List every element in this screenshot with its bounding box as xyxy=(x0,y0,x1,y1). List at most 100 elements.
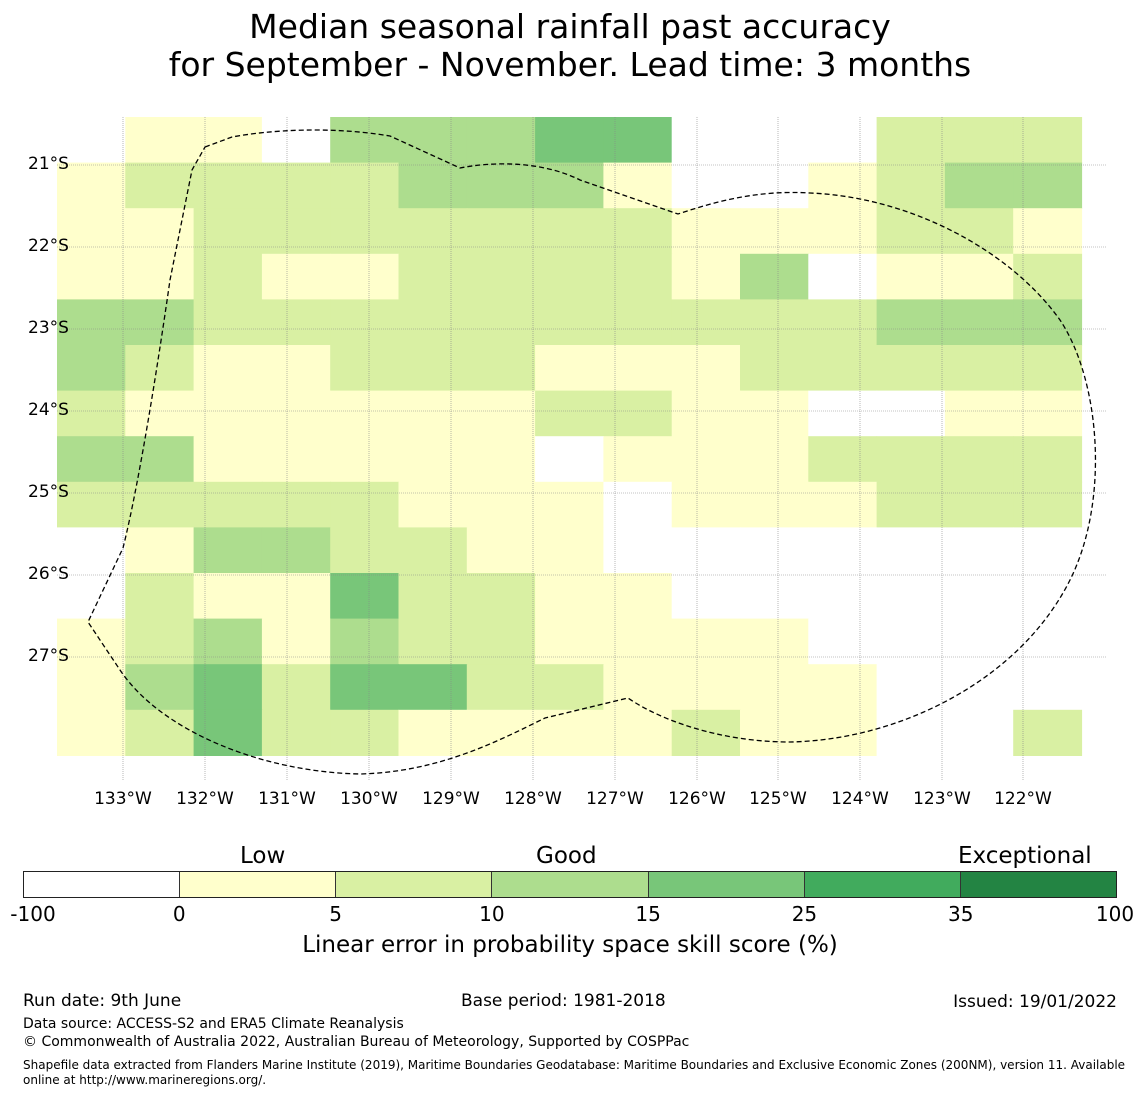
latitude-label: 24°S xyxy=(28,400,69,420)
skill-cell xyxy=(261,390,331,437)
skill-cell xyxy=(740,481,809,528)
skill-cell xyxy=(808,527,878,574)
skill-cell xyxy=(876,527,946,574)
skill-cell xyxy=(740,664,809,711)
skill-cell xyxy=(876,618,946,665)
skill-cell xyxy=(398,253,468,300)
skill-cell xyxy=(261,573,331,620)
skill-cell xyxy=(261,345,331,392)
skill-cell xyxy=(876,481,946,528)
colorbar-tick: 100 xyxy=(1095,902,1135,926)
skill-cell xyxy=(398,208,468,255)
skill-cell xyxy=(193,436,263,483)
skill-cell xyxy=(261,162,331,209)
skill-cell xyxy=(57,664,126,711)
skill-cell xyxy=(1013,253,1083,300)
skill-cell xyxy=(808,390,878,437)
skill-cell xyxy=(740,162,809,209)
skill-cell xyxy=(57,253,126,300)
skill-cell xyxy=(1013,664,1083,711)
skill-cell xyxy=(671,390,741,437)
skill-cell xyxy=(57,390,126,437)
skill-cell xyxy=(603,390,673,437)
skill-cell xyxy=(330,253,400,300)
skill-cell xyxy=(398,162,468,209)
colorbar-tick: 25 xyxy=(791,902,818,926)
latitude-label: 21°S xyxy=(28,154,69,174)
skill-cell xyxy=(193,299,263,346)
skill-cell xyxy=(193,162,263,209)
skill-cell xyxy=(466,527,536,574)
skill-cell xyxy=(535,664,604,711)
skill-cell xyxy=(193,117,263,164)
skill-cell xyxy=(944,709,1014,756)
skill-cell xyxy=(261,253,331,300)
skill-cell xyxy=(808,664,878,711)
skill-cell xyxy=(330,208,400,255)
copyright: © Commonwealth of Australia 2022, Austra… xyxy=(23,1034,690,1050)
skill-cell xyxy=(193,573,263,620)
colorbar-segment xyxy=(492,872,649,897)
eez-boundary xyxy=(87,129,1097,775)
skill-cell xyxy=(125,709,195,756)
skill-cell xyxy=(944,573,1014,620)
skill-cell xyxy=(1013,208,1083,255)
colorbar-tick: 10 xyxy=(479,902,505,926)
skill-cell xyxy=(398,618,468,665)
skill-cell xyxy=(125,299,195,346)
skill-cell xyxy=(808,709,878,756)
skill-cell xyxy=(125,390,195,437)
skill-cell xyxy=(876,390,946,437)
skill-cell xyxy=(808,299,878,346)
skill-cell xyxy=(330,390,400,437)
longitude-label: 129°W xyxy=(422,789,480,809)
skill-cell xyxy=(330,573,400,620)
skill-cell xyxy=(261,481,331,528)
skill-cell xyxy=(603,117,673,164)
skill-cell xyxy=(671,208,741,255)
longitude-label: 133°W xyxy=(94,789,152,809)
skill-cell xyxy=(330,664,400,711)
skill-cell xyxy=(671,618,741,665)
skill-cell xyxy=(125,208,195,255)
colorbar-segment xyxy=(804,872,961,897)
longitude-label: 122°W xyxy=(994,789,1052,809)
skill-cell xyxy=(330,299,400,346)
latitude-label: 25°S xyxy=(28,482,69,502)
run-date: Run date: 9th June xyxy=(23,991,182,1011)
skill-cell xyxy=(808,436,878,483)
skill-cell xyxy=(740,253,809,300)
latitude-label: 26°S xyxy=(28,564,69,584)
skill-cell xyxy=(261,709,331,756)
skill-cell xyxy=(671,527,741,574)
skill-cell xyxy=(944,253,1014,300)
skill-cell xyxy=(193,253,263,300)
skill-cell xyxy=(193,208,263,255)
skill-cell xyxy=(876,208,946,255)
skill-cell xyxy=(603,208,673,255)
skill-cell xyxy=(603,345,673,392)
skill-cell xyxy=(944,618,1014,665)
skill-cell xyxy=(330,527,400,574)
colorbar-tick: -100 xyxy=(10,902,56,926)
skill-cell xyxy=(125,436,195,483)
skill-cell xyxy=(740,345,809,392)
skill-cell xyxy=(808,618,878,665)
skill-cell xyxy=(671,664,741,711)
skill-cell xyxy=(535,573,604,620)
skill-cell xyxy=(466,299,536,346)
longitude-label: 125°W xyxy=(749,789,807,809)
longitude-label: 124°W xyxy=(831,789,889,809)
longitude-label: 128°W xyxy=(504,789,562,809)
skill-cell xyxy=(1013,436,1083,483)
colorbar-tick: 35 xyxy=(947,902,974,926)
skill-cell xyxy=(57,481,126,528)
skill-cell xyxy=(398,573,468,620)
skill-cell xyxy=(466,253,536,300)
skill-cell xyxy=(466,709,536,756)
colorbar-segment xyxy=(24,872,181,897)
skill-cell xyxy=(535,208,604,255)
skill-cell xyxy=(535,345,604,392)
skill-cell xyxy=(535,253,604,300)
skill-cell xyxy=(125,618,195,665)
